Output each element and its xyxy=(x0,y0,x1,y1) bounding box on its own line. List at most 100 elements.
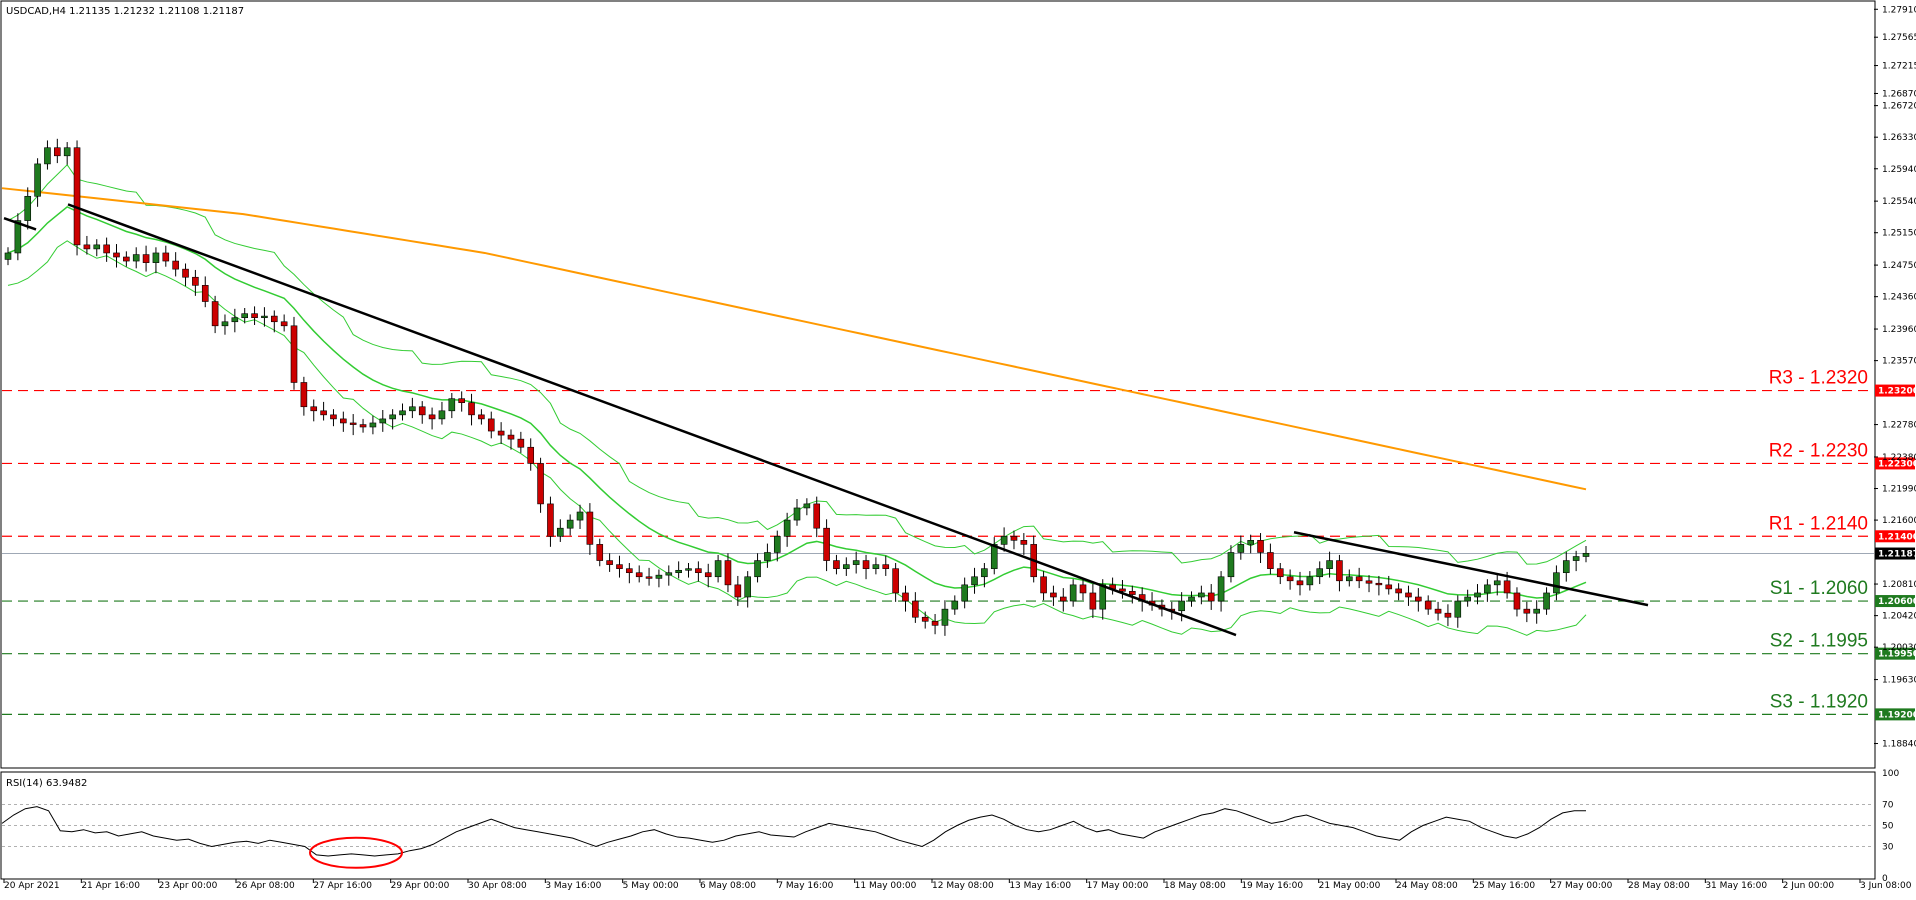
candle-body xyxy=(951,600,959,610)
candle-body xyxy=(221,321,229,327)
candle-body xyxy=(783,519,791,537)
trend-line-3 xyxy=(3,216,37,231)
level-tag-s3 xyxy=(1875,708,1915,721)
candle-body xyxy=(93,244,101,250)
level-tag-r2 xyxy=(1875,457,1915,470)
candle-body xyxy=(54,147,61,157)
candle-body xyxy=(744,576,751,598)
rsi-tick-label: 100 xyxy=(1882,769,1899,779)
candle-body xyxy=(1010,535,1018,541)
candle-body xyxy=(675,569,682,574)
candle-body xyxy=(468,402,475,416)
candle-body xyxy=(655,574,663,579)
candle-body xyxy=(300,382,308,408)
candle-body xyxy=(211,301,219,327)
candle-body xyxy=(1375,582,1383,586)
candle-body xyxy=(241,313,248,319)
candle-body xyxy=(142,254,150,263)
price-tick-label: 1.26330 xyxy=(1882,133,1916,143)
candle-body xyxy=(1365,580,1373,584)
candle-body xyxy=(685,568,692,571)
candle-body xyxy=(83,244,91,250)
candle-body xyxy=(152,252,160,263)
candle-body xyxy=(330,414,337,420)
candle-body xyxy=(626,568,633,574)
candle-body xyxy=(409,406,416,412)
price-tick-label: 1.25540 xyxy=(1882,197,1916,207)
candle-body xyxy=(773,535,781,553)
current-price-tag xyxy=(1875,547,1915,560)
price-tick-label: 1.24750 xyxy=(1882,261,1916,271)
trendline-layer xyxy=(3,203,1649,637)
price-tick-label: 1.24360 xyxy=(1882,293,1916,303)
time-tick-label: 2 Jun 00:00 xyxy=(1783,881,1835,891)
rsi-label: RSI(14) 63.9482 xyxy=(6,778,87,789)
candle-body xyxy=(1493,580,1501,586)
candle-body xyxy=(1227,552,1235,578)
time-tick-label: 28 May 08:00 xyxy=(1628,881,1690,891)
candle-body xyxy=(1582,552,1590,557)
candle-body xyxy=(1059,596,1067,602)
candle-body xyxy=(892,568,899,594)
candle-body xyxy=(1424,600,1432,610)
bollinger-lower xyxy=(7,240,1587,636)
candle-body xyxy=(1454,600,1462,618)
price-tick-label: 1.21600 xyxy=(1882,516,1916,526)
price-tick-label: 1.26870 xyxy=(1882,89,1916,99)
candle-body xyxy=(1020,540,1028,545)
candle-body xyxy=(852,560,860,565)
candle-body xyxy=(1276,568,1284,578)
candle-body xyxy=(438,410,446,420)
candle-body xyxy=(231,317,239,323)
time-tick-label: 27 May 00:00 xyxy=(1551,881,1613,891)
candle-body xyxy=(1079,584,1087,594)
candle-body xyxy=(123,256,130,262)
candle-body xyxy=(34,163,41,197)
candle-body xyxy=(1533,608,1540,614)
candle-body xyxy=(320,410,327,416)
candle-body xyxy=(1444,612,1452,618)
time-tick-label: 25 May 16:00 xyxy=(1473,881,1535,891)
time-tick-label: 6 May 08:00 xyxy=(700,881,756,891)
candle-body xyxy=(1484,584,1491,594)
candle-body xyxy=(734,584,742,598)
candle-body xyxy=(44,147,51,165)
level-label-s1: S1 - 1.2060 xyxy=(1770,578,1868,599)
candle-body xyxy=(1503,580,1511,594)
candle-body xyxy=(1355,576,1363,582)
candle-body xyxy=(1040,576,1047,594)
candle-body xyxy=(507,434,515,440)
candle-body xyxy=(823,527,830,561)
time-tick-label: 18 May 08:00 xyxy=(1164,881,1226,891)
candle-body xyxy=(1316,568,1324,578)
candle-body xyxy=(1178,600,1185,612)
candle-body xyxy=(1405,592,1412,598)
candle-body xyxy=(971,576,978,586)
candle-body xyxy=(1198,592,1205,598)
candle-body xyxy=(862,560,870,569)
candle-body xyxy=(803,503,811,509)
candle-body xyxy=(547,503,554,537)
candle-body xyxy=(596,544,604,561)
candle-body xyxy=(981,568,988,578)
level-tag-text-s2: 1.19950 xyxy=(1878,650,1916,660)
candle-body xyxy=(418,406,426,416)
candle-body xyxy=(635,572,643,578)
candle-body xyxy=(448,398,456,412)
time-tick-label: 11 May 00:00 xyxy=(855,881,917,891)
candle-body xyxy=(201,285,209,302)
candle-body xyxy=(764,552,771,561)
price-tick-label: 1.23570 xyxy=(1882,357,1916,367)
time-tick-label: 12 May 08:00 xyxy=(932,881,994,891)
candle-body xyxy=(576,511,584,521)
time-tick-label: 5 May 00:00 xyxy=(623,881,679,891)
time-tick-label: 31 May 16:00 xyxy=(1705,881,1767,891)
candle-body xyxy=(389,414,396,420)
trend-line-2 xyxy=(1293,531,1649,607)
candle-body xyxy=(172,260,179,270)
candle-body xyxy=(1129,591,1136,595)
candle-body xyxy=(921,616,929,622)
price-tick-label: 1.21990 xyxy=(1882,485,1916,495)
candle-body xyxy=(586,511,594,545)
candle-body xyxy=(1286,576,1294,582)
